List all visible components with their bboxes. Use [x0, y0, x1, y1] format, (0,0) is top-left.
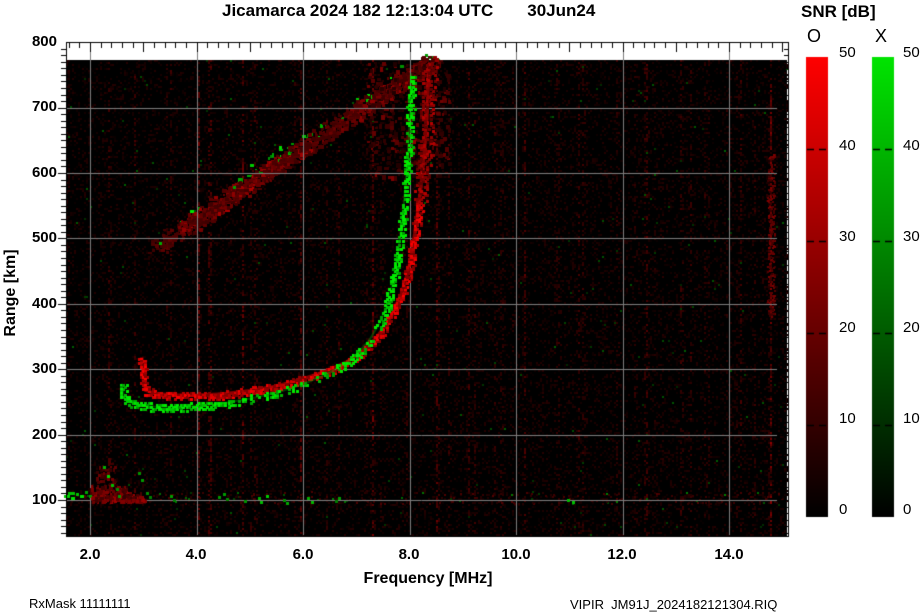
x-colorbar-tick-label: 10	[903, 410, 920, 427]
x-colorbar-tick-label: 0	[903, 501, 912, 518]
o-colorbar-tick-label: 50	[839, 44, 856, 61]
rx-mask-label: RxMask 11111111	[29, 596, 131, 611]
x-tick-label: 6.0	[292, 546, 314, 563]
o-colorbar-tick-label: 20	[839, 319, 856, 336]
o-mode-label: O	[807, 26, 822, 46]
snr-colorbar-header: SNR [dB]	[801, 2, 876, 21]
x-colorbar-tick-label: 50	[903, 44, 920, 61]
y-tick-label: 200	[31, 426, 57, 443]
y-axis-title: Range [km]	[2, 249, 19, 337]
o-colorbar-tick-label: 0	[839, 501, 848, 518]
y-tick-label: 300	[31, 360, 57, 377]
x-axis-title: Frequency [MHz]	[363, 570, 493, 587]
x-tick-label: 14.0	[714, 546, 744, 563]
y-tick-label: 400	[31, 295, 57, 312]
plot-title: Jicamarca 2024 182 12:13:04 UTC 30Jun24	[222, 1, 595, 21]
x-tick-label: 8.0	[398, 546, 420, 563]
y-tick-label: 100	[31, 491, 57, 508]
x-colorbar-tick-label: 30	[903, 228, 920, 245]
station-datetime-label: Jicamarca 2024 182 12:13:04 UTC	[222, 1, 494, 20]
x-tick-label: 12.0	[607, 546, 637, 563]
y-tick-label: 800	[31, 33, 57, 50]
o-colorbar-tick-label: 10	[839, 410, 856, 427]
y-tick-label: 700	[31, 98, 57, 115]
x-tick-label: 10.0	[501, 546, 531, 563]
x-colorbar-tick-label: 20	[903, 319, 920, 336]
o-colorbar-tick-label: 40	[839, 137, 856, 154]
date-label: 30Jun24	[527, 1, 596, 20]
y-tick-label: 500	[31, 229, 57, 246]
x-tick-label: 2.0	[79, 546, 101, 563]
o-colorbar-tick-label: 30	[839, 228, 856, 245]
x-mode-label: X	[875, 26, 888, 46]
x-colorbar-tick-label: 40	[903, 137, 920, 154]
data-file-label: VIPIR JM91J_2024182121304.RIQ	[570, 597, 778, 612]
y-tick-label: 600	[31, 164, 57, 181]
x-tick-label: 4.0	[185, 546, 207, 563]
